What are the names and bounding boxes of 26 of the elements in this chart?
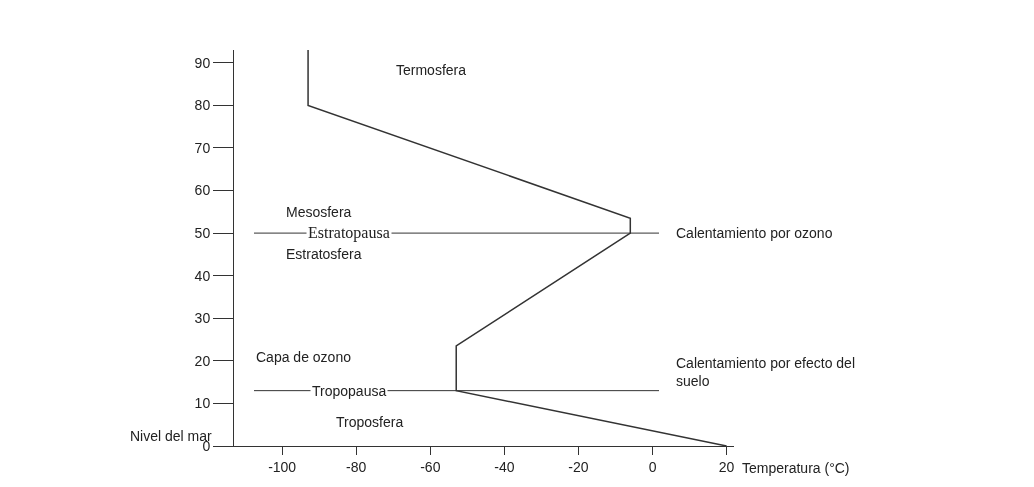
x-tick-label: -40 [494,458,515,475]
x-tick-label: -20 [568,458,589,475]
y-tick-label: 40 [194,267,211,284]
y-tick-label: 90 [194,54,211,71]
y-tick-label: 10 [194,395,211,412]
annotation: Mesosfera [286,204,352,220]
x-tick-label: -80 [346,458,367,475]
annotation: Calentamiento por ozono [676,225,833,241]
annotation: Estratosfera [286,246,362,262]
y-tick-label: 50 [194,225,211,241]
annotation: Capa de ozono [256,349,352,365]
annotation: Calentamiento por efecto del suelo [676,355,855,390]
x-axis-title: Temperatura (°C) [742,460,850,476]
x-tick-label: -60 [420,458,441,475]
y-tick-label: 30 [194,310,211,327]
ref-line-label: Tropopausa [312,383,387,399]
ref-line-label: Estratopausa [308,224,390,242]
annotation: Termosfera [396,62,467,78]
x-tick-label: 0 [648,458,657,475]
x-tick-label: 20 [718,458,735,475]
y-tick-label: 80 [194,97,211,114]
y-tick-label: 60 [194,182,211,199]
x-tick-label: -100 [268,458,297,475]
y-tick-label: 70 [194,139,211,156]
y-tick-label: 20 [194,352,211,369]
annotation: Troposfera [336,414,404,430]
